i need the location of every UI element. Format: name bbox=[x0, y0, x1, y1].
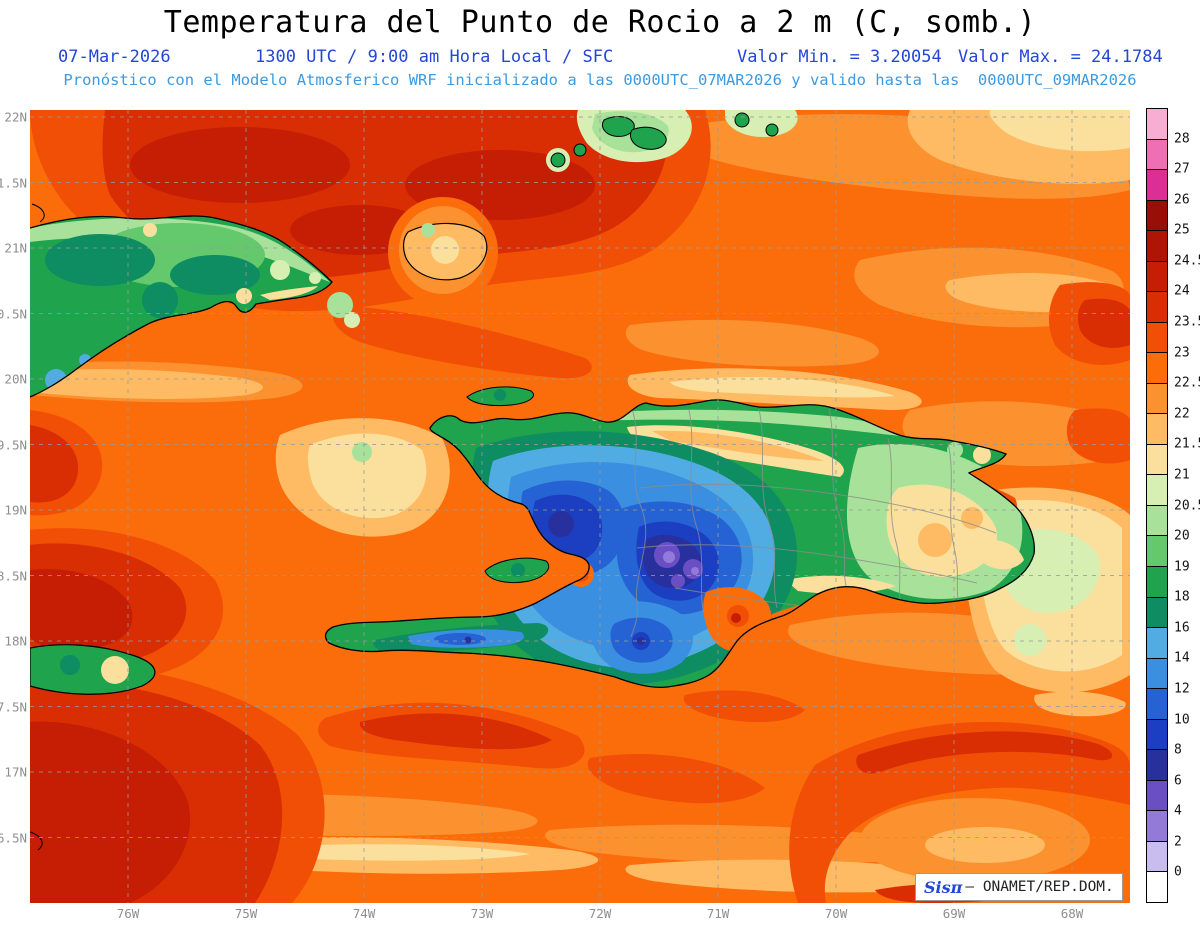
legend-cell bbox=[1147, 719, 1167, 751]
legend-label: 2 bbox=[1174, 834, 1182, 850]
model-info-line: Pronóstico con el Modelo Atmosferico WRF… bbox=[63, 71, 1137, 89]
caicos-island bbox=[629, 126, 667, 150]
legend-cell bbox=[1147, 841, 1167, 873]
legend-label: 28 bbox=[1174, 131, 1190, 147]
legend-cell bbox=[1147, 689, 1167, 720]
legend-label: 26 bbox=[1174, 192, 1190, 208]
legend-cell bbox=[1147, 444, 1167, 476]
legend-label: 22 bbox=[1174, 406, 1190, 422]
forecast-date: 07-Mar-2026 bbox=[58, 47, 171, 67]
legend-label: 16 bbox=[1174, 620, 1190, 636]
legend-label: 10 bbox=[1174, 712, 1190, 728]
value-max: Valor Max. = 24.1784 bbox=[958, 47, 1163, 67]
legend-cell bbox=[1147, 109, 1167, 140]
y-axis-label: 9.5N bbox=[0, 437, 27, 452]
legend-label: 4 bbox=[1174, 803, 1182, 819]
legend-cell bbox=[1147, 200, 1167, 232]
gridlines bbox=[30, 110, 1130, 903]
legend-bar bbox=[1146, 108, 1168, 903]
legend-label: 6 bbox=[1174, 773, 1182, 789]
legend-label: 18 bbox=[1174, 589, 1190, 605]
legend-cell bbox=[1147, 566, 1167, 598]
caicos-island bbox=[601, 116, 635, 137]
y-axis-label: 6.5N bbox=[0, 830, 27, 845]
legend-label: 0 bbox=[1174, 864, 1182, 880]
legend-label: 25 bbox=[1174, 222, 1190, 238]
legend-cell bbox=[1147, 292, 1167, 323]
y-axis-label: 19N bbox=[4, 502, 27, 518]
legend-label: 14 bbox=[1174, 650, 1190, 666]
legend-cell bbox=[1147, 383, 1167, 415]
legend-cell bbox=[1147, 353, 1167, 384]
y-axis-label: 21N bbox=[4, 240, 27, 256]
x-axis-label: 68W bbox=[1060, 906, 1084, 921]
x-axis-label: 72W bbox=[588, 906, 612, 921]
legend-label: 8 bbox=[1174, 742, 1182, 758]
color-scale-legend: 2827262524.52423.52322.52221.52120.52019… bbox=[1146, 108, 1200, 903]
y-axis-label: 22N bbox=[4, 109, 27, 125]
y-axis-label: 20N bbox=[4, 371, 27, 387]
forecast-time: 1300 UTC / 9:00 am Hora Local / SFC bbox=[255, 47, 614, 67]
x-axis-label: 75W bbox=[234, 906, 258, 921]
legend-label: 24 bbox=[1174, 283, 1190, 299]
coastline-hook bbox=[30, 831, 43, 851]
x-axis-label: 73W bbox=[470, 906, 494, 921]
legend-cell bbox=[1147, 628, 1167, 659]
sispi-logo: Sisπ bbox=[924, 877, 963, 897]
legend-cell bbox=[1147, 536, 1167, 567]
value-min: Valor Min. = 3.20054 bbox=[737, 47, 942, 67]
legend-labels: 2827262524.52423.52322.52221.52120.52019… bbox=[1174, 108, 1200, 903]
y-axis-label: 1.5N bbox=[0, 175, 27, 190]
legend-label: 19 bbox=[1174, 559, 1190, 575]
legend-label: 24.5 bbox=[1174, 253, 1200, 269]
y-axis-label: 7.5N bbox=[0, 699, 27, 714]
page-title: Temperatura del Punto de Rocio a 2 m (C,… bbox=[163, 5, 1037, 40]
small-islands bbox=[30, 112, 779, 851]
legend-label: 23.5 bbox=[1174, 314, 1200, 330]
legend-label: 27 bbox=[1174, 161, 1190, 177]
legend-cell bbox=[1147, 780, 1167, 812]
jamaica-tip bbox=[30, 644, 156, 695]
legend-cell bbox=[1147, 322, 1167, 354]
x-axis: 76W 75W 74W 73W 72W 71W 70W 69W 68W bbox=[30, 906, 1130, 924]
y-axis-label: 17N bbox=[4, 764, 27, 780]
legend-cell bbox=[1147, 505, 1167, 537]
legend-cell bbox=[1147, 261, 1167, 293]
x-axis-label: 71W bbox=[706, 906, 730, 921]
map-canvas bbox=[30, 110, 1130, 903]
legend-label: 23 bbox=[1174, 345, 1190, 361]
legend-cell bbox=[1147, 597, 1167, 629]
legend-cell bbox=[1147, 811, 1167, 842]
y-axis-label: 8.5N bbox=[0, 568, 27, 583]
legend-cell bbox=[1147, 139, 1167, 171]
legend-label: 21 bbox=[1174, 467, 1190, 483]
legend-label: 22.5 bbox=[1174, 375, 1200, 391]
watermark-badge: Sisπ – ONAMET/REP.DOM. bbox=[915, 873, 1123, 901]
watermark-org: – ONAMET/REP.DOM. bbox=[965, 879, 1114, 895]
x-axis-label: 76W bbox=[116, 906, 140, 921]
x-axis-label: 69W bbox=[942, 906, 966, 921]
y-axis-label: 18N bbox=[4, 633, 27, 649]
legend-label: 21.5 bbox=[1174, 436, 1200, 452]
legend-label: 20 bbox=[1174, 528, 1190, 544]
legend-cell bbox=[1147, 231, 1167, 262]
legend-cell bbox=[1147, 475, 1167, 506]
coastline-hook bbox=[31, 203, 45, 223]
x-axis-label: 70W bbox=[824, 906, 848, 921]
y-axis-label: 0.5N bbox=[0, 306, 27, 321]
legend-cell bbox=[1147, 750, 1167, 781]
legend-cell bbox=[1147, 170, 1167, 201]
legend-cell bbox=[1147, 414, 1167, 445]
legend-label: 12 bbox=[1174, 681, 1190, 697]
cuba-coastline bbox=[30, 215, 333, 398]
plot-area bbox=[30, 110, 1130, 903]
legend-cell bbox=[1147, 658, 1167, 690]
hispaniola-coastline bbox=[324, 399, 1035, 689]
legend-label: 20.5 bbox=[1174, 498, 1200, 513]
legend-cell bbox=[1147, 872, 1167, 902]
x-axis-label: 74W bbox=[352, 906, 376, 921]
y-axis: 22N 1.5N 21N 0.5N 20N 9.5N 19N 8.5N 18N 7.5N 17N 6.… bbox=[0, 110, 28, 903]
